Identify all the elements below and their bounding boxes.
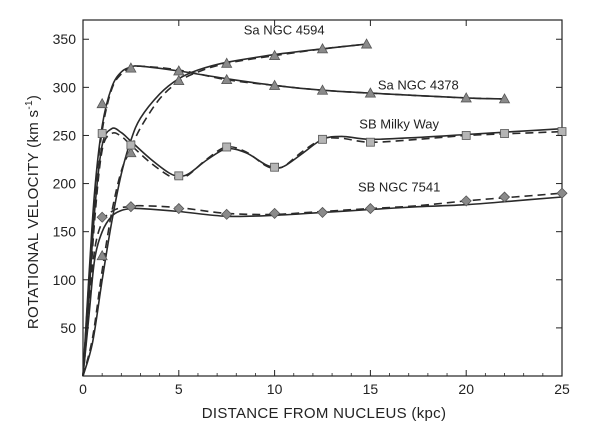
data-point-sa-ngc-4378: [173, 65, 185, 76]
data-point-sb-milky-way: [126, 140, 136, 150]
x-tick-label: 10: [267, 381, 283, 397]
series-line-dashed-sa-ngc-4378: [82, 65, 505, 377]
series-annotation: Sa NGC 4378: [378, 77, 459, 92]
data-point-sb-milky-way: [318, 134, 327, 144]
data-point-sb-ngc-7541: [125, 201, 137, 213]
data-point-sa-ngc-4378: [96, 97, 108, 109]
x-tick-label: 5: [175, 381, 183, 397]
marker-layer: [96, 38, 568, 261]
y-axis-title-tail: ): [25, 95, 42, 100]
x-tick-label: 15: [363, 381, 379, 397]
series-line-solid-sa-ngc-4594: [82, 43, 367, 377]
series-annotation: SB NGC 7541: [358, 179, 440, 194]
y-axis-title-main: ROTATIONAL VELOCITY (km s: [25, 110, 42, 329]
data-point-sb-ngc-7541: [316, 206, 329, 218]
series-line-dashed-sa-ngc-4594: [82, 43, 367, 377]
data-point-sb-milky-way: [270, 162, 280, 172]
y-axis-title: ROTATIONAL VELOCITY (km s-1): [24, 95, 42, 329]
data-point-sb-ngc-7541: [96, 211, 108, 223]
y-tick-label: 300: [53, 79, 77, 95]
data-point-sb-milky-way: [461, 131, 471, 140]
data-point-sa-ngc-4378: [364, 87, 377, 98]
data-point-sb-ngc-7541: [460, 195, 472, 207]
y-axis-title-sup: -1: [24, 100, 35, 110]
data-point-sb-milky-way: [365, 137, 375, 147]
y-tick-label: 50: [60, 320, 76, 336]
x-tick-label: 20: [458, 381, 474, 397]
series-annotation: SB Milky Way: [359, 117, 439, 132]
plot-frame: [82, 19, 563, 377]
data-point-sb-ngc-7541: [498, 191, 511, 203]
data-point-sb-milky-way: [222, 142, 232, 152]
y-tick-label: 100: [53, 272, 77, 288]
annotation-layer: Sa NGC 4594 Sa NGC 4378 SB Milky Way SB NGC…: [244, 22, 459, 194]
data-point-sa-ngc-4594: [96, 249, 108, 261]
plot-border: [82, 19, 563, 377]
data-point-sa-ngc-4378: [221, 73, 233, 85]
x-axis-title: DISTANCE FROM NUCLEUS (kpc): [202, 405, 447, 422]
data-point-sa-ngc-4594: [268, 49, 281, 60]
data-point-sb-milky-way: [174, 171, 184, 181]
series-line-dashed-sb-milky-way: [82, 130, 563, 377]
data-point-sa-ngc-4378: [460, 92, 472, 103]
series-line-solid-sa-ngc-4378: [82, 65, 505, 377]
data-point-sa-ngc-4378: [268, 79, 281, 90]
data-point-sb-milky-way: [557, 127, 567, 137]
y-tick-label: 200: [53, 176, 77, 192]
series-annotation: Sa NGC 4594: [244, 22, 325, 37]
data-point-sb-ngc-7541: [269, 207, 281, 219]
tick-layer: 0 5 10 15 20 25 50 100 150 200 250 300 350: [53, 20, 570, 397]
x-tick-label: 0: [79, 381, 87, 397]
data-point-sa-ngc-4594: [360, 38, 373, 49]
data-point-sa-ngc-4378: [498, 93, 511, 104]
data-point-sa-ngc-4594: [173, 74, 185, 86]
series-line-dashed-sb-ngc-7541: [82, 192, 563, 377]
data-point-sb-ngc-7541: [173, 203, 185, 215]
data-point-sa-ngc-4378: [316, 84, 329, 95]
data-point-sb-ngc-7541: [556, 187, 568, 199]
y-tick-label: 250: [53, 127, 77, 143]
series-line-solid-sb-ngc-7541: [82, 196, 563, 377]
y-tick-label: 150: [53, 224, 77, 240]
data-point-sa-ngc-4594: [221, 57, 233, 68]
data-point-sa-ngc-4594: [316, 43, 329, 54]
data-point-sb-milky-way: [97, 129, 107, 138]
x-tick-label: 25: [554, 381, 570, 397]
data-point-sa-ngc-4378: [125, 62, 137, 73]
data-point-sb-milky-way: [500, 129, 509, 138]
y-tick-label: 350: [53, 31, 77, 47]
data-point-sb-ngc-7541: [221, 208, 233, 220]
data-point-sb-ngc-7541: [364, 203, 376, 215]
data-point-sa-ngc-4594: [125, 146, 137, 158]
